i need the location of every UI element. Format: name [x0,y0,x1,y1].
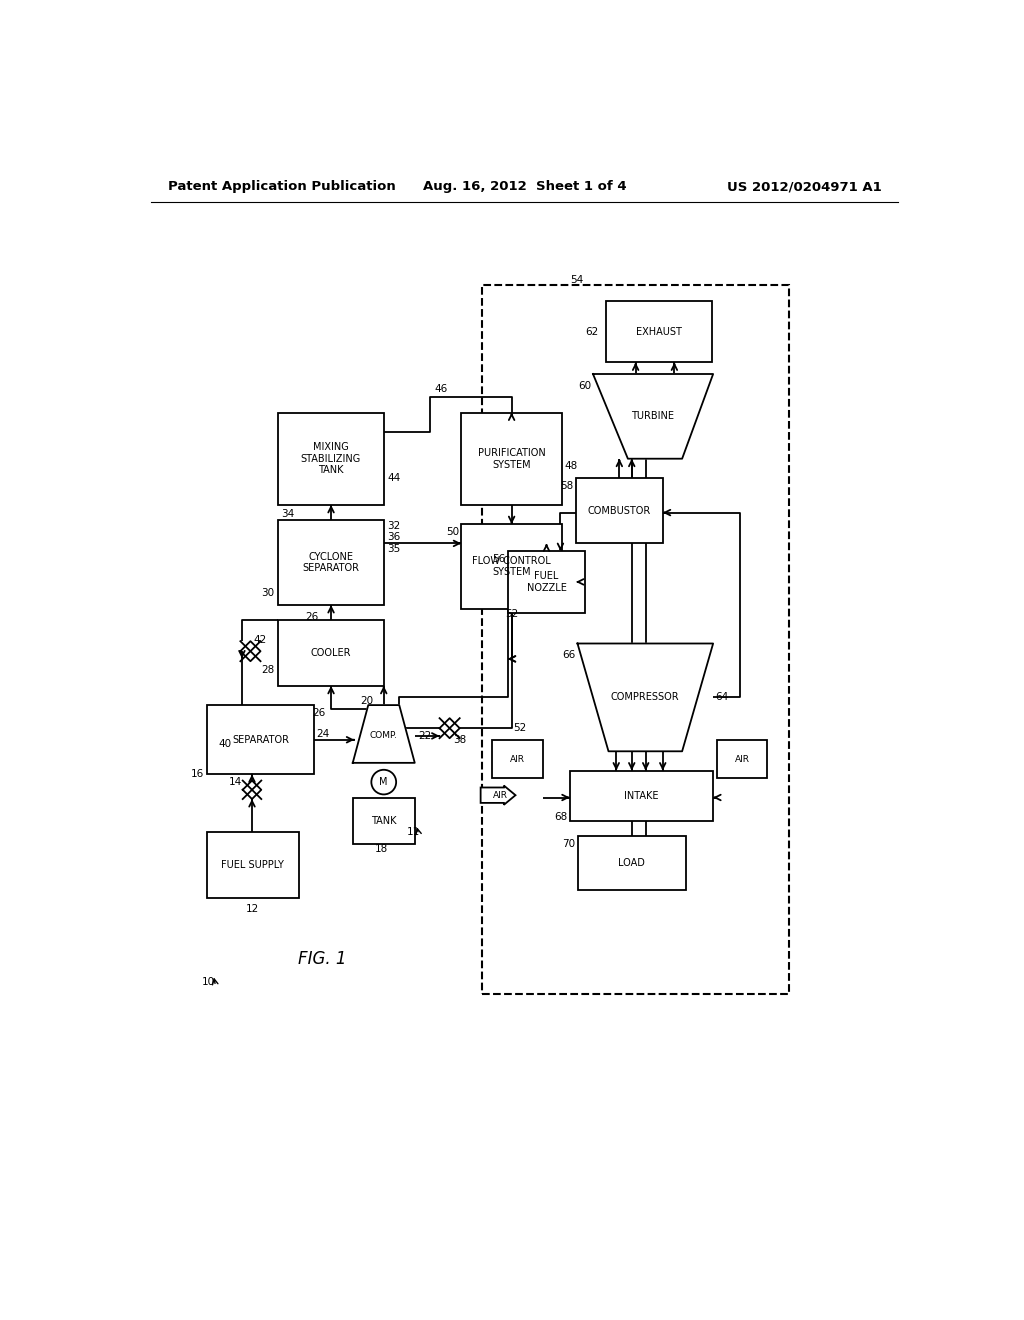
FancyArrow shape [480,785,515,805]
Bar [508,552,586,612]
Text: 16: 16 [190,770,204,779]
Text: 11: 11 [407,828,420,837]
Text: MIXING
STABILIZING
TANK: MIXING STABILIZING TANK [300,442,360,475]
Bar [278,520,384,605]
Bar [578,836,686,890]
Text: 52: 52 [513,723,526,733]
Text: FUEL SUPPLY: FUEL SUPPLY [221,859,285,870]
Text: 52: 52 [505,610,518,619]
Text: 56: 56 [493,554,506,564]
Text: M: M [380,777,388,787]
Text: COMPRESSOR: COMPRESSOR [610,693,679,702]
Text: 22: 22 [419,731,432,741]
Text: AIR: AIR [493,791,508,800]
Text: 46: 46 [434,384,447,395]
Bar [569,771,713,821]
Bar [278,620,384,686]
Text: 68: 68 [554,812,567,822]
Text: 38: 38 [454,735,467,744]
Text: SEPARATOR: SEPARATOR [232,735,289,744]
Text: EXHAUST: EXHAUST [636,326,682,337]
Text: 24: 24 [316,730,330,739]
Text: 34: 34 [282,510,295,519]
Text: 12: 12 [246,904,259,915]
Text: 62: 62 [585,326,598,337]
Text: 50: 50 [445,527,459,537]
Text: 26: 26 [312,708,326,718]
Text: 14: 14 [228,777,242,787]
Text: 40: 40 [218,739,231,748]
Text: 64: 64 [716,693,729,702]
Text: 42: 42 [254,635,267,644]
Text: INTAKE: INTAKE [625,791,658,800]
Bar [461,524,562,609]
Bar [575,478,663,544]
Text: TURBINE: TURBINE [631,412,674,421]
Bar [278,413,384,506]
Text: AIR: AIR [510,755,525,763]
Text: LOAD: LOAD [618,858,645,869]
Bar [606,301,712,363]
Text: US 2012/0204971 A1: US 2012/0204971 A1 [727,181,882,194]
Text: 60: 60 [579,380,592,391]
Bar [461,413,562,506]
Text: 54: 54 [569,275,583,285]
Text: COOLER: COOLER [310,648,351,659]
Text: FUEL
NOZZLE: FUEL NOZZLE [526,572,566,593]
Polygon shape [352,705,415,763]
Text: Patent Application Publication: Patent Application Publication [168,181,396,194]
Text: 36: 36 [388,532,400,543]
Text: 32: 32 [388,521,400,532]
Text: CYCLONE
SEPARATOR: CYCLONE SEPARATOR [302,552,359,573]
Text: 48: 48 [564,462,578,471]
Bar [482,285,790,994]
Text: COMP.: COMP. [370,731,397,741]
Text: 35: 35 [388,544,400,554]
Text: 70: 70 [562,838,575,849]
Text: 58: 58 [560,480,573,491]
Text: TANK: TANK [371,816,396,825]
Bar [352,797,415,843]
Text: FIG. 1: FIG. 1 [298,950,346,968]
Bar [493,739,543,779]
Text: COMBUSTOR: COMBUSTOR [588,506,651,516]
Bar [717,739,767,779]
Text: 66: 66 [562,649,575,660]
Text: 30: 30 [261,589,274,598]
Text: FLOW CONTROL
SYSTEM: FLOW CONTROL SYSTEM [472,556,551,577]
Text: 20: 20 [360,696,374,706]
Text: 44: 44 [388,473,400,483]
Text: AIR: AIR [734,755,750,763]
Circle shape [372,770,396,795]
Bar [207,705,314,775]
Polygon shape [593,374,713,459]
Text: 10: 10 [202,977,215,987]
Text: Aug. 16, 2012  Sheet 1 of 4: Aug. 16, 2012 Sheet 1 of 4 [423,181,627,194]
Polygon shape [578,644,713,751]
Text: PURIFICATION
SYSTEM: PURIFICATION SYSTEM [478,447,546,470]
Bar [207,832,299,898]
Text: 28: 28 [261,665,274,676]
Text: 18: 18 [375,843,388,854]
Text: 26: 26 [305,612,318,622]
